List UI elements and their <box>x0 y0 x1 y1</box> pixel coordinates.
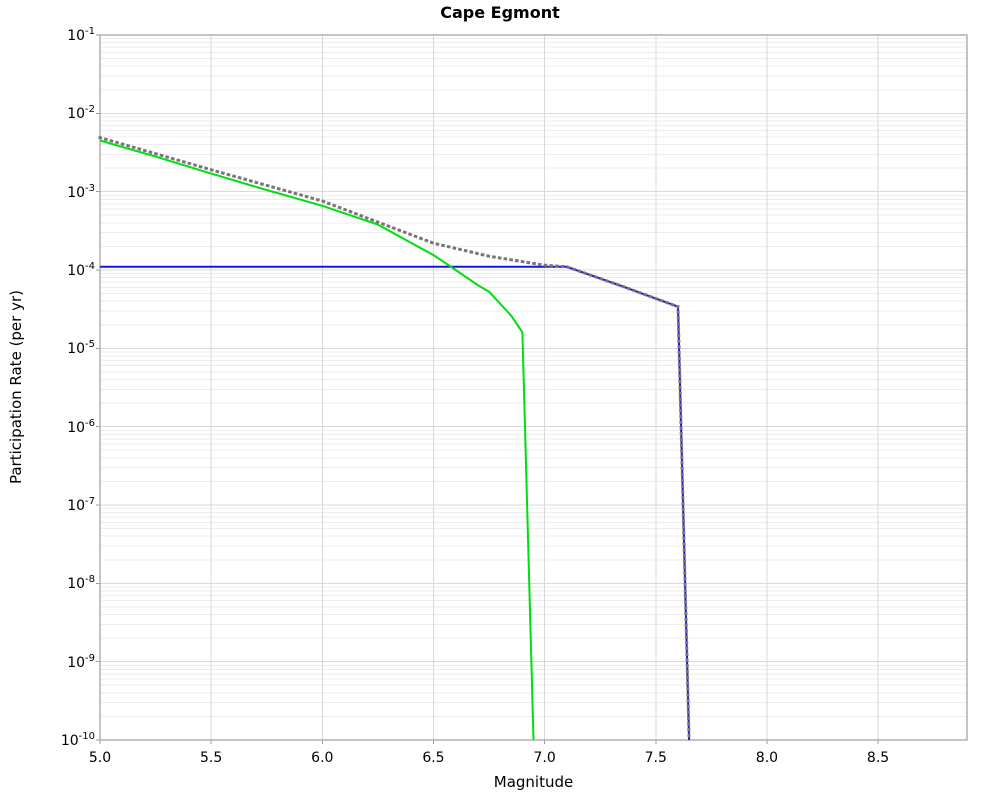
y-tick-label: 10-6 <box>67 417 95 436</box>
series-layer <box>98 135 691 742</box>
x-tick-label: 5.0 <box>88 750 112 766</box>
series-green-solid-line <box>99 139 535 741</box>
chart-title: Cape Egmont <box>440 3 560 22</box>
y-tick-label: 10-3 <box>67 182 95 201</box>
grid-major-lines <box>99 34 967 741</box>
y-axis-label: Participation Rate (per yr) <box>7 289 25 485</box>
y-tick-label: 10-4 <box>67 261 95 279</box>
x-tick-label: 7.0 <box>533 750 556 766</box>
x-tick-label: 8.0 <box>755 750 779 766</box>
x-axis-label: Magnitude <box>493 773 574 791</box>
x-tick-label: 6.0 <box>311 750 334 766</box>
x-tick-label: 8.5 <box>866 750 890 766</box>
y-tick-label: 10-7 <box>67 496 95 514</box>
y-tick-label: 10-5 <box>67 339 95 358</box>
x-tick-label: 6.5 <box>422 750 445 766</box>
x-tick-label: 7.5 <box>644 750 667 766</box>
y-tick-label: 10-8 <box>67 574 95 593</box>
grid-minor-lines <box>100 38 967 717</box>
y-tick-label: 10-2 <box>67 104 95 123</box>
plot-frame <box>99 34 968 741</box>
y-tick-label: 10-1 <box>67 26 95 44</box>
y-tick-label: 10-9 <box>67 652 95 671</box>
series-gray-dotted-line <box>98 135 691 742</box>
x-tick-label: 5.5 <box>200 750 223 766</box>
y-tick-label: 10-10 <box>60 731 95 749</box>
